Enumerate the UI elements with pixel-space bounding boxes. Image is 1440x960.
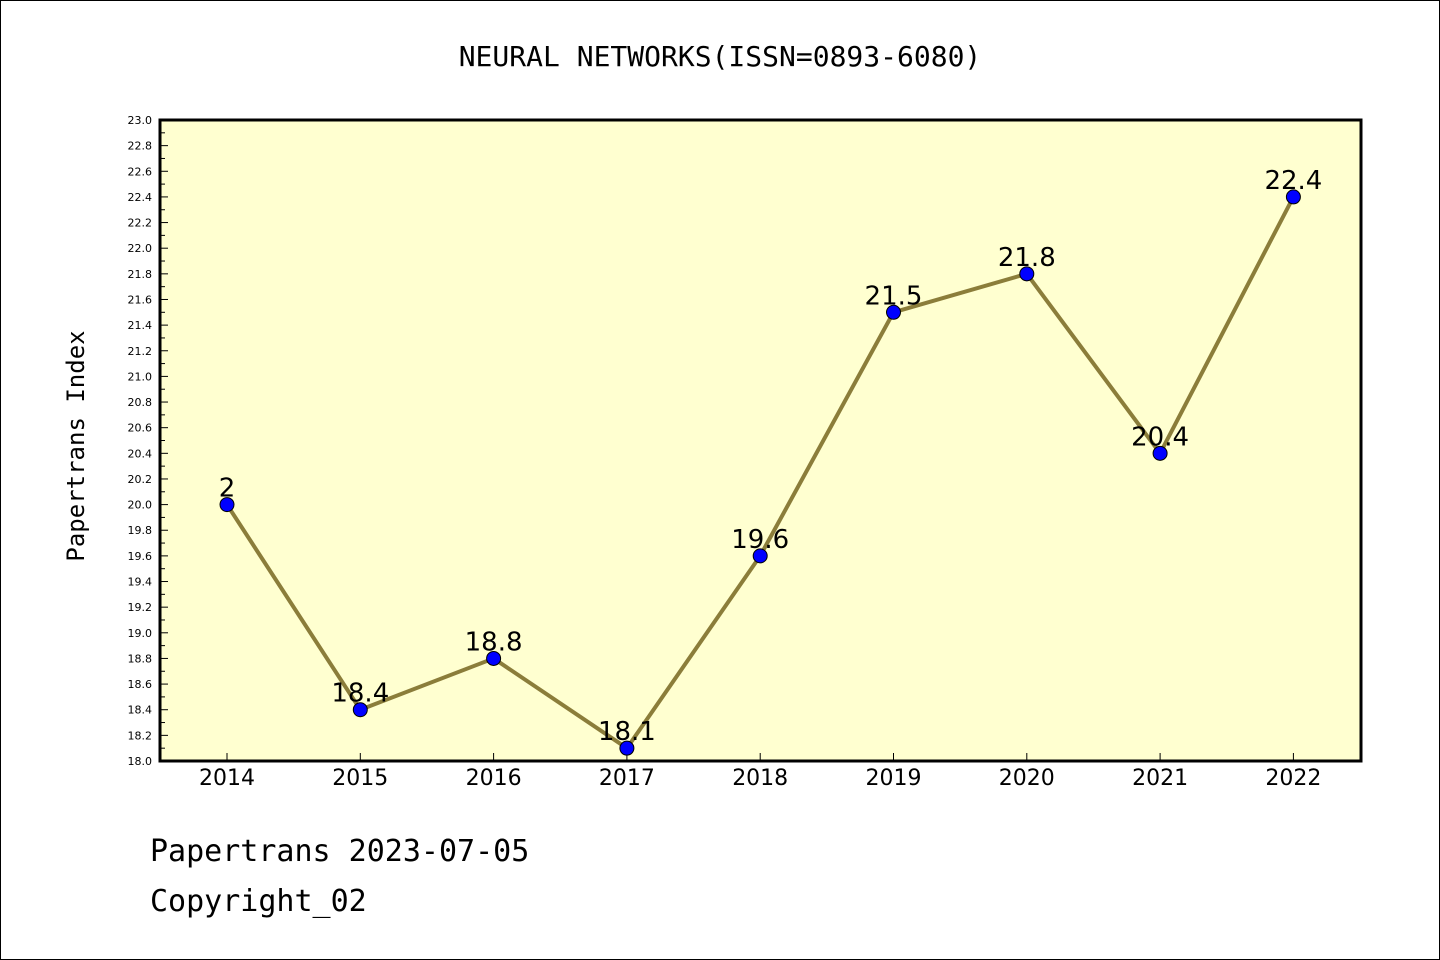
y-tick-label: 23.0 [128,114,153,127]
y-tick-label: 21.4 [128,319,153,332]
data-label: 21.5 [865,281,923,311]
y-tick-label: 18.0 [128,755,153,768]
y-tick-label: 18.2 [128,729,153,742]
footer-date: Papertrans 2023-07-05 [150,834,530,869]
y-tick-label: 22.6 [128,165,153,178]
series-points [219,189,1301,756]
data-point [886,304,901,320]
data-label: 20.4 [1131,422,1189,452]
y-tick-label: 21.6 [128,293,153,306]
x-tick-label: 2014 [199,766,255,791]
data-point [1019,266,1035,282]
footer-copyright: Copyright_02 [150,884,367,919]
data-point [1152,445,1168,461]
y-tick-label: 20.6 [128,422,153,435]
data-label: 2 [219,474,236,504]
y-tick-label: 20.0 [128,499,153,512]
data-label: 18.4 [331,679,389,709]
x-tick-label: 2021 [1132,766,1188,791]
x-tick-label: 2018 [732,766,788,791]
y-tick-label: 22.4 [128,191,153,204]
y-tick-label: 21.2 [128,345,153,358]
data-point [219,497,235,513]
data-point [486,650,502,666]
chart-title: NEURAL NETWORKS(ISSN=0893-6080) [459,40,982,73]
y-tick-label: 19.4 [128,576,153,589]
y-tick-label: 22.0 [128,242,153,255]
y-tick-label: 18.4 [128,704,153,717]
data-label: 19.6 [731,525,789,555]
data-label: 18.1 [598,717,656,747]
data-point [752,548,768,564]
y-axis-ticks: 18.0 18.2 18.4 18.6 18.8 19.0 19.2 19.4 19.6 19.8… [128,114,168,768]
x-tick-label: 2015 [332,766,388,791]
x-tick-label: 2017 [599,766,655,791]
data-label: 22.4 [1264,166,1322,196]
data-point [619,740,635,756]
data-label: 18.8 [465,627,523,657]
y-tick-label: 22.2 [128,217,153,230]
y-axis-label: Papertrans Index [62,330,90,561]
plot-area [158,118,1363,763]
y-tick-label: 20.8 [128,396,153,409]
data-labels: 2 18.4 18.8 18.1 19.6 21.5 21.8 20.4 22.4 [219,166,1323,747]
x-tick-label: 2020 [999,766,1055,791]
x-tick-label: 2016 [466,766,522,791]
y-tick-label: 18.8 [128,652,153,665]
y-tick-label: 19.8 [128,524,153,537]
y-tick-label: 22.8 [128,140,153,153]
x-tick-label: 2019 [866,766,922,791]
y-tick-label: 20.2 [128,473,153,486]
y-tick-label: 19.6 [128,550,153,563]
x-tick-label: 2022 [1265,766,1321,791]
y-tick-label: 19.2 [128,601,153,614]
data-point [1285,189,1301,205]
data-point [352,702,368,718]
data-label: 21.8 [998,243,1056,273]
y-tick-label: 18.6 [128,678,153,691]
y-tick-label: 21.0 [128,370,153,383]
y-tick-label: 19.0 [128,627,153,640]
x-axis-ticks: 2014 2015 2016 2017 2018 2019 2020 2021 2022 [199,753,1321,791]
y-tick-label: 21.8 [128,268,153,281]
y-tick-label: 20.4 [128,447,153,460]
